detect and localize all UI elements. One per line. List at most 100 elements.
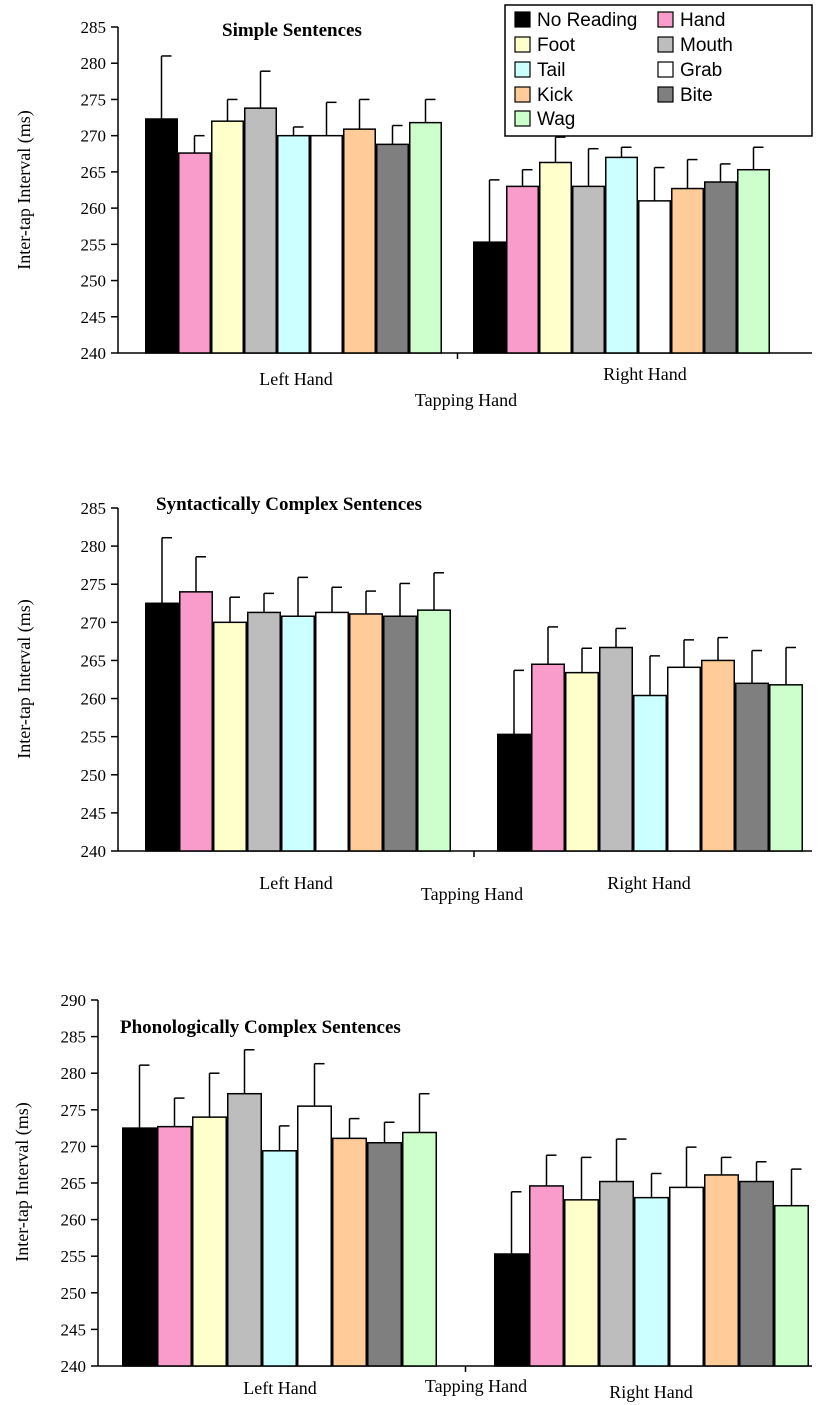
chart-title: Syntactically Complex Sentences bbox=[156, 494, 422, 515]
y-tick-label: 245 bbox=[81, 308, 107, 327]
bar-grab bbox=[310, 134, 343, 354]
bar-bite bbox=[376, 143, 409, 354]
y-tick-label: 260 bbox=[61, 1211, 87, 1230]
bar-grab bbox=[667, 666, 701, 852]
y-tick-label: 250 bbox=[81, 272, 107, 291]
y-tick-label: 285 bbox=[81, 499, 107, 518]
legend-swatch bbox=[657, 11, 674, 28]
y-tick-label: 290 bbox=[61, 991, 87, 1010]
bar-hand bbox=[179, 591, 213, 852]
bar-no-reading bbox=[145, 602, 179, 852]
legend-label: Grab bbox=[680, 60, 722, 81]
bar-grab bbox=[669, 1186, 704, 1367]
y-tick-label: 240 bbox=[81, 842, 107, 861]
bar-wag bbox=[417, 609, 451, 852]
legend-swatch bbox=[657, 61, 674, 78]
bar-bite bbox=[704, 181, 737, 354]
legend-swatch bbox=[514, 86, 531, 103]
bar-no-reading bbox=[494, 1253, 529, 1367]
legend-label: Foot bbox=[537, 35, 576, 56]
legend-swatch bbox=[657, 36, 674, 53]
legend-swatch bbox=[657, 86, 674, 103]
y-tick-label: 250 bbox=[61, 1284, 87, 1303]
bar-grab bbox=[638, 200, 671, 354]
bar-tail bbox=[281, 615, 315, 852]
bar-wag bbox=[409, 121, 442, 354]
bar-bite bbox=[367, 1141, 402, 1367]
y-tick-label: 285 bbox=[81, 18, 107, 37]
y-tick-label: 240 bbox=[81, 344, 107, 363]
legend-label: Wag bbox=[537, 109, 575, 130]
y-tick-label: 260 bbox=[81, 199, 107, 218]
chart-panel-1: Simple Sentences 240 245 250 255 260 265 270 275… bbox=[14, 18, 812, 410]
chart-panel-2: Syntactically Complex Sentences 240 245 250… bbox=[14, 494, 812, 904]
legend-label: Bite bbox=[680, 85, 713, 106]
legend-label: Kick bbox=[537, 85, 573, 106]
x-category-label: Left Hand bbox=[259, 369, 332, 389]
legend-label: Hand bbox=[680, 10, 725, 31]
y-tick-label: 275 bbox=[81, 575, 107, 594]
x-category-label: Right Hand bbox=[603, 364, 687, 384]
bar-mouth bbox=[599, 646, 633, 852]
y-axis-label: Inter-tap Interval (ms) bbox=[12, 1102, 33, 1262]
bar-foot bbox=[211, 120, 244, 354]
x-category-label: Right Hand bbox=[609, 1382, 693, 1402]
bar-kick bbox=[349, 613, 383, 852]
y-tick-label: 280 bbox=[81, 537, 107, 556]
bar-no-reading bbox=[497, 733, 531, 852]
x-axis-label: Tapping Hand bbox=[421, 884, 523, 904]
bar-no-reading bbox=[473, 241, 506, 354]
legend-swatch bbox=[514, 11, 531, 28]
bar-mouth bbox=[227, 1092, 262, 1367]
bar-grab bbox=[315, 611, 349, 852]
bar-hand bbox=[529, 1185, 564, 1367]
y-tick-label: 255 bbox=[81, 235, 107, 254]
y-tick-label: 270 bbox=[81, 127, 107, 146]
bar-tail bbox=[262, 1150, 297, 1367]
x-category-label: Right Hand bbox=[607, 873, 691, 893]
bar-kick bbox=[332, 1137, 367, 1367]
bar-tail bbox=[633, 694, 667, 852]
bar-wag bbox=[774, 1204, 809, 1367]
bar-bite bbox=[735, 682, 769, 852]
y-tick-label: 285 bbox=[61, 1028, 87, 1047]
legend-swatch bbox=[514, 61, 531, 78]
bar-tail bbox=[605, 156, 638, 354]
bar-foot bbox=[565, 671, 599, 852]
y-tick-label: 280 bbox=[81, 54, 107, 73]
legend-swatch bbox=[514, 36, 531, 53]
bar-foot bbox=[564, 1199, 599, 1367]
bar-no-reading bbox=[145, 118, 178, 354]
bar-hand bbox=[157, 1125, 192, 1367]
bar-bite bbox=[739, 1180, 774, 1367]
y-tick-label: 270 bbox=[61, 1137, 87, 1156]
y-tick-label: 255 bbox=[81, 728, 107, 747]
bar-tail bbox=[277, 134, 310, 354]
legend: No Reading Hand Foot Mouth Tail Grab Kick Bite W… bbox=[504, 4, 813, 137]
bar-wag bbox=[737, 168, 770, 354]
y-tick-label: 245 bbox=[61, 1320, 87, 1339]
bar-mouth bbox=[599, 1180, 634, 1367]
y-tick-label: 275 bbox=[81, 90, 107, 109]
y-tick-label: 250 bbox=[81, 766, 107, 785]
y-tick-label: 280 bbox=[61, 1064, 87, 1083]
y-axis-label: Inter-tap Interval (ms) bbox=[14, 599, 35, 759]
legend-swatch bbox=[514, 110, 531, 127]
legend-label: No Reading bbox=[537, 10, 637, 31]
bar-bite bbox=[383, 615, 417, 852]
y-axis-label: Inter-tap Interval (ms) bbox=[14, 110, 35, 270]
x-axis-label: Tapping Hand bbox=[415, 390, 517, 410]
bar-foot bbox=[192, 1116, 227, 1367]
y-tick-label: 265 bbox=[81, 163, 107, 182]
bar-hand bbox=[178, 152, 211, 354]
bar-no-reading bbox=[122, 1127, 157, 1367]
bar-mouth bbox=[572, 185, 605, 354]
chart-panel-3: Phonologically Complex Sentences 240 245 25… bbox=[12, 991, 812, 1402]
x-category-label: Left Hand bbox=[243, 1378, 316, 1398]
legend-label: Tail bbox=[537, 60, 566, 81]
bar-mouth bbox=[247, 611, 281, 852]
bar-hand bbox=[506, 185, 539, 354]
bar-foot bbox=[213, 621, 247, 852]
bar-kick bbox=[671, 187, 704, 354]
bar-mouth bbox=[244, 107, 277, 354]
